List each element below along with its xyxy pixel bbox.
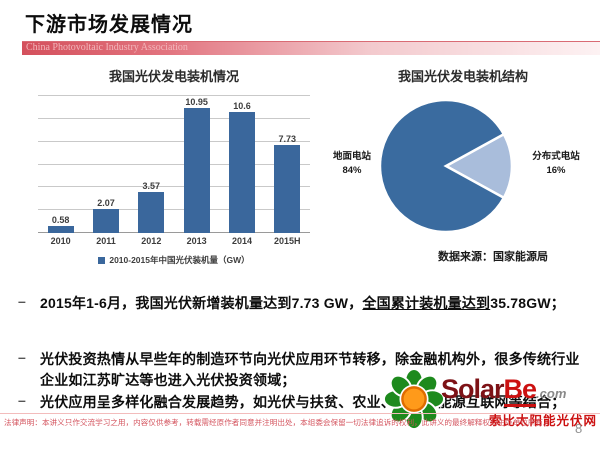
bar-chart-panel: 我国光伏发电装机情况 0.58 2.07 3.57 10.95 10.6 7.73 201… — [28, 60, 320, 275]
pie-label-ground-name: 地面电站 — [332, 151, 371, 162]
bar-cell: 3.57 — [129, 96, 174, 233]
gridline — [38, 117, 310, 119]
pie-svg — [378, 98, 514, 234]
bar-cell: 0.58 — [38, 96, 83, 233]
bullet-text: 光伏投资热情从早些年的制造环节向光伏应用环节转移，除金融机构外，很多传统行业企业… — [40, 349, 584, 391]
bar-chart-title: 我国光伏发电装机情况 — [108, 69, 239, 84]
legend-swatch-icon — [98, 256, 106, 264]
bar-2014 — [228, 111, 255, 233]
x-axis-label: 2010 — [50, 236, 71, 246]
bars-row: 0.58 2.07 3.57 10.95 10.6 7.73 — [38, 96, 310, 233]
gridline — [38, 95, 310, 96]
x-axis-label: 2012 — [141, 236, 162, 246]
x-axis-label: 2015H — [274, 236, 301, 246]
x-labels: 2010 2011 2012 2013 2014 2015H — [38, 236, 310, 246]
association-banner: China Photovoltaic Industry Association — [22, 41, 600, 55]
bullet-dash-icon: – — [18, 349, 26, 365]
bar-chart-legend: 2010-2015年中国光伏装机量（GW） — [28, 254, 320, 266]
page-title: 下游市场发展情况 — [25, 14, 193, 36]
gridline — [38, 186, 310, 188]
association-banner-text: China Photovoltaic Industry Association — [26, 42, 188, 53]
pie-chart-panel: 我国光伏发电装机结构 地面电站 84% 分布式电站 16% 数据来源：国家能源局 — [330, 60, 596, 275]
logo-be-text: Be — [503, 374, 537, 407]
bar-value-label: 7.73 — [278, 133, 297, 144]
legal-disclaimer: 法律声明：本讲义只作交流学习之用，内容仅供参考，转载需经原作者同意并注明出处，本… — [4, 418, 551, 427]
logo-com-text: .com — [536, 386, 567, 401]
bullet-text-pre: 光伏投资热情从早些年的制造环节向光伏应用环节转移，除金融机构外，很多传统行业企业… — [40, 351, 580, 388]
logo-tagline: 索比太阳能光伏网 — [488, 414, 597, 428]
bar-plot: 0.58 2.07 3.57 10.95 10.6 7.73 — [38, 95, 310, 233]
logo-solar-text: Solar — [441, 374, 505, 404]
bullet-item: – 2015年1-6月，我国光伏新增装机量达到7.73 GW，全国累计装机量达到… — [18, 293, 584, 314]
bullet-text: 2015年1-6月，我国光伏新增装机量达到7.73 GW，全国累计装机量达到35… — [40, 293, 584, 314]
gridline — [38, 163, 310, 165]
pie-label-dist-pct: 16% — [546, 164, 566, 176]
bar-value-label: 2.07 — [97, 198, 115, 209]
gridline — [38, 140, 310, 142]
legend-text: 2010-2015年中国光伏装机量（GW） — [109, 255, 250, 265]
bar-2010 — [47, 226, 74, 233]
x-axis-label: 2011 — [96, 236, 116, 246]
bar-value-label: 3.57 — [142, 181, 161, 192]
bullet-dash-icon: – — [18, 392, 26, 408]
bar-value-label: 10.95 — [185, 97, 208, 107]
bar-2011 — [92, 209, 119, 233]
bullet-text-post: 35.78GW； — [490, 295, 565, 311]
solarbe-wordmark: SolarBe.com — [441, 374, 567, 407]
x-axis-label: 2014 — [231, 236, 252, 246]
pie-label-dist-name: 分布式电站 — [532, 151, 580, 162]
bullet-item: – 光伏投资热情从早些年的制造环节向光伏应用环节转移，除金融机构外，很多传统行业… — [18, 349, 584, 391]
pie-label-ground-pct: 84% — [342, 164, 362, 176]
bar-2015H — [274, 144, 301, 233]
bar-2013 — [183, 108, 210, 233]
page-number: 8 — [575, 421, 583, 436]
bullet-text-underlined: 全国累计装机量达到 — [362, 295, 491, 311]
solarbe-flower-icon — [383, 368, 445, 430]
bullet-dash-icon: – — [18, 293, 26, 309]
bar-cell: 10.95 — [174, 96, 219, 233]
bar-2012 — [138, 192, 165, 233]
gridline — [38, 232, 310, 233]
gridline — [38, 209, 310, 211]
bar-cell: 7.73 — [265, 96, 310, 233]
solarbe-logo: SolarBe.com 索比太阳能光伏网 — [383, 368, 599, 430]
pie-slice-0 — [378, 98, 506, 234]
bar-cell: 2.07 — [83, 96, 128, 233]
bar-value-label: 0.58 — [51, 215, 70, 226]
pie-label-distributed-station: 分布式电站 16% — [518, 150, 594, 178]
bar-value-label: 10.6 — [233, 100, 251, 111]
x-axis-label: 2013 — [186, 236, 207, 246]
footer-divider — [0, 413, 600, 414]
bullet-text-pre: 2015年1-6月，我国光伏新增装机量达到7.73 GW， — [40, 295, 363, 311]
pie-chart-title: 我国光伏发电装机结构 — [397, 69, 528, 84]
bar-cell: 10.6 — [219, 96, 264, 233]
pie-label-ground-station: 地面电站 84% — [324, 150, 380, 178]
pie-slice-1 — [443, 132, 514, 200]
data-source-note: 数据来源：国家能源局 — [438, 251, 548, 263]
